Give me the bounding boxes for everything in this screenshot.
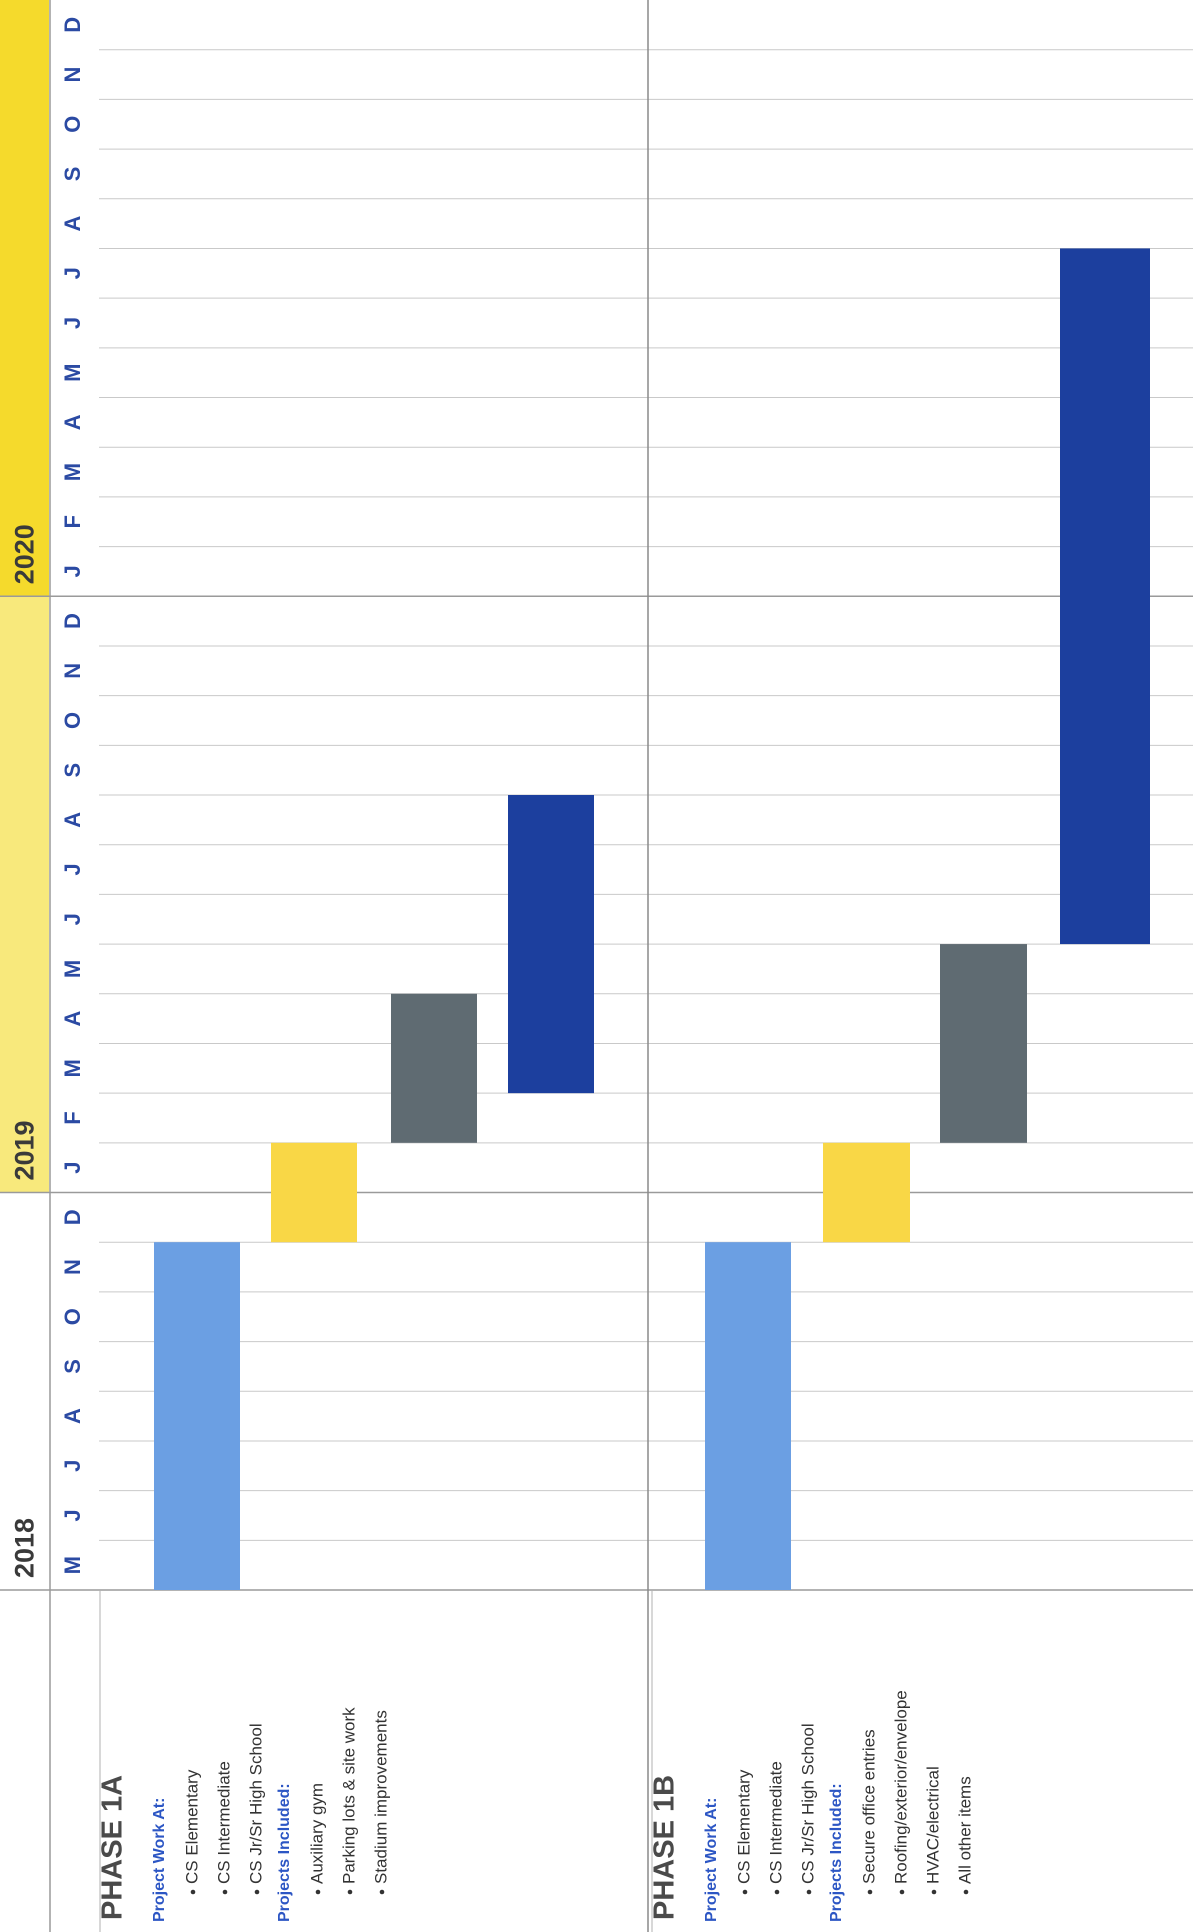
item: Parking lots & site work bbox=[339, 1707, 358, 1884]
item: All other items bbox=[955, 1776, 974, 1884]
bullet bbox=[867, 1889, 873, 1895]
month-label: A bbox=[60, 1408, 85, 1424]
task-bar bbox=[1060, 248, 1150, 945]
month-label: S bbox=[60, 763, 85, 778]
phase-title: PHASE 1A bbox=[97, 1775, 129, 1920]
month-label: A bbox=[60, 414, 85, 430]
bullet bbox=[931, 1889, 937, 1895]
section-heading: Projects Included: bbox=[828, 1783, 845, 1922]
month-label: J bbox=[60, 1162, 85, 1174]
year-label: 2018 bbox=[10, 1518, 40, 1578]
month-label: F bbox=[60, 1111, 85, 1124]
month-label: S bbox=[60, 1359, 85, 1374]
item: CS Intermediate bbox=[214, 1761, 233, 1884]
month-label: A bbox=[60, 216, 85, 232]
task-bar bbox=[705, 1242, 791, 1590]
month-label: O bbox=[60, 1308, 85, 1325]
section-heading: Project Work At: bbox=[703, 1798, 720, 1922]
month-label: J bbox=[60, 913, 85, 925]
item: CS Jr/Sr High School bbox=[798, 1723, 817, 1884]
month-label: S bbox=[60, 167, 85, 182]
month-label: M bbox=[60, 463, 85, 481]
bullet bbox=[222, 1889, 228, 1895]
month-label: F bbox=[60, 515, 85, 528]
task-bar bbox=[154, 1242, 240, 1590]
phase-title: PHASE 1B bbox=[649, 1775, 681, 1920]
item: Roofing/exterior/envelope bbox=[891, 1690, 910, 1884]
month-label: O bbox=[60, 712, 85, 729]
item: Auxiliary gym bbox=[307, 1783, 326, 1884]
bullet bbox=[742, 1889, 748, 1895]
task-bar bbox=[391, 993, 477, 1143]
bullet bbox=[899, 1889, 905, 1895]
section-heading: Projects Included: bbox=[276, 1783, 293, 1922]
bullet bbox=[774, 1889, 780, 1895]
bullet bbox=[963, 1889, 969, 1895]
bullet bbox=[806, 1889, 812, 1895]
month-label: O bbox=[60, 116, 85, 133]
month-label: N bbox=[60, 67, 85, 83]
item: CS Jr/Sr High School bbox=[246, 1723, 265, 1884]
item: CS Elementary bbox=[182, 1769, 201, 1884]
month-label: J bbox=[60, 1460, 85, 1472]
item: Stadium improvements bbox=[371, 1710, 390, 1884]
month-label: M bbox=[60, 960, 85, 978]
month-label: J bbox=[60, 1509, 85, 1521]
month-label: J bbox=[60, 267, 85, 279]
month-label: N bbox=[60, 663, 85, 679]
year-band bbox=[0, 596, 49, 1193]
month-label: M bbox=[60, 1556, 85, 1574]
month-label: D bbox=[60, 1209, 85, 1225]
month-label: J bbox=[60, 317, 85, 329]
item: CS Intermediate bbox=[766, 1761, 785, 1884]
bullet bbox=[315, 1889, 321, 1895]
task-bar bbox=[271, 1142, 357, 1243]
bullet bbox=[190, 1889, 196, 1895]
bullet bbox=[254, 1889, 260, 1895]
task-bar bbox=[823, 1142, 910, 1243]
month-label: D bbox=[60, 613, 85, 629]
month-label: A bbox=[60, 812, 85, 828]
month-label: J bbox=[60, 863, 85, 875]
month-label: D bbox=[60, 17, 85, 33]
bullet bbox=[347, 1889, 353, 1895]
task-bar bbox=[508, 795, 594, 1094]
year-band bbox=[0, 0, 49, 597]
month-label: M bbox=[60, 363, 85, 381]
year-label: 2020 bbox=[10, 524, 40, 584]
bullet bbox=[379, 1889, 385, 1895]
section-heading: Project Work At: bbox=[151, 1798, 168, 1922]
item: HVAC/electrical bbox=[923, 1766, 942, 1884]
month-label: A bbox=[60, 1011, 85, 1027]
item: CS Elementary bbox=[734, 1769, 753, 1884]
month-label: J bbox=[60, 565, 85, 577]
month-label: M bbox=[60, 1059, 85, 1077]
year-label: 2019 bbox=[10, 1120, 40, 1180]
item: Secure office entries bbox=[859, 1729, 878, 1884]
task-bar bbox=[940, 944, 1027, 1143]
month-label: N bbox=[60, 1259, 85, 1275]
